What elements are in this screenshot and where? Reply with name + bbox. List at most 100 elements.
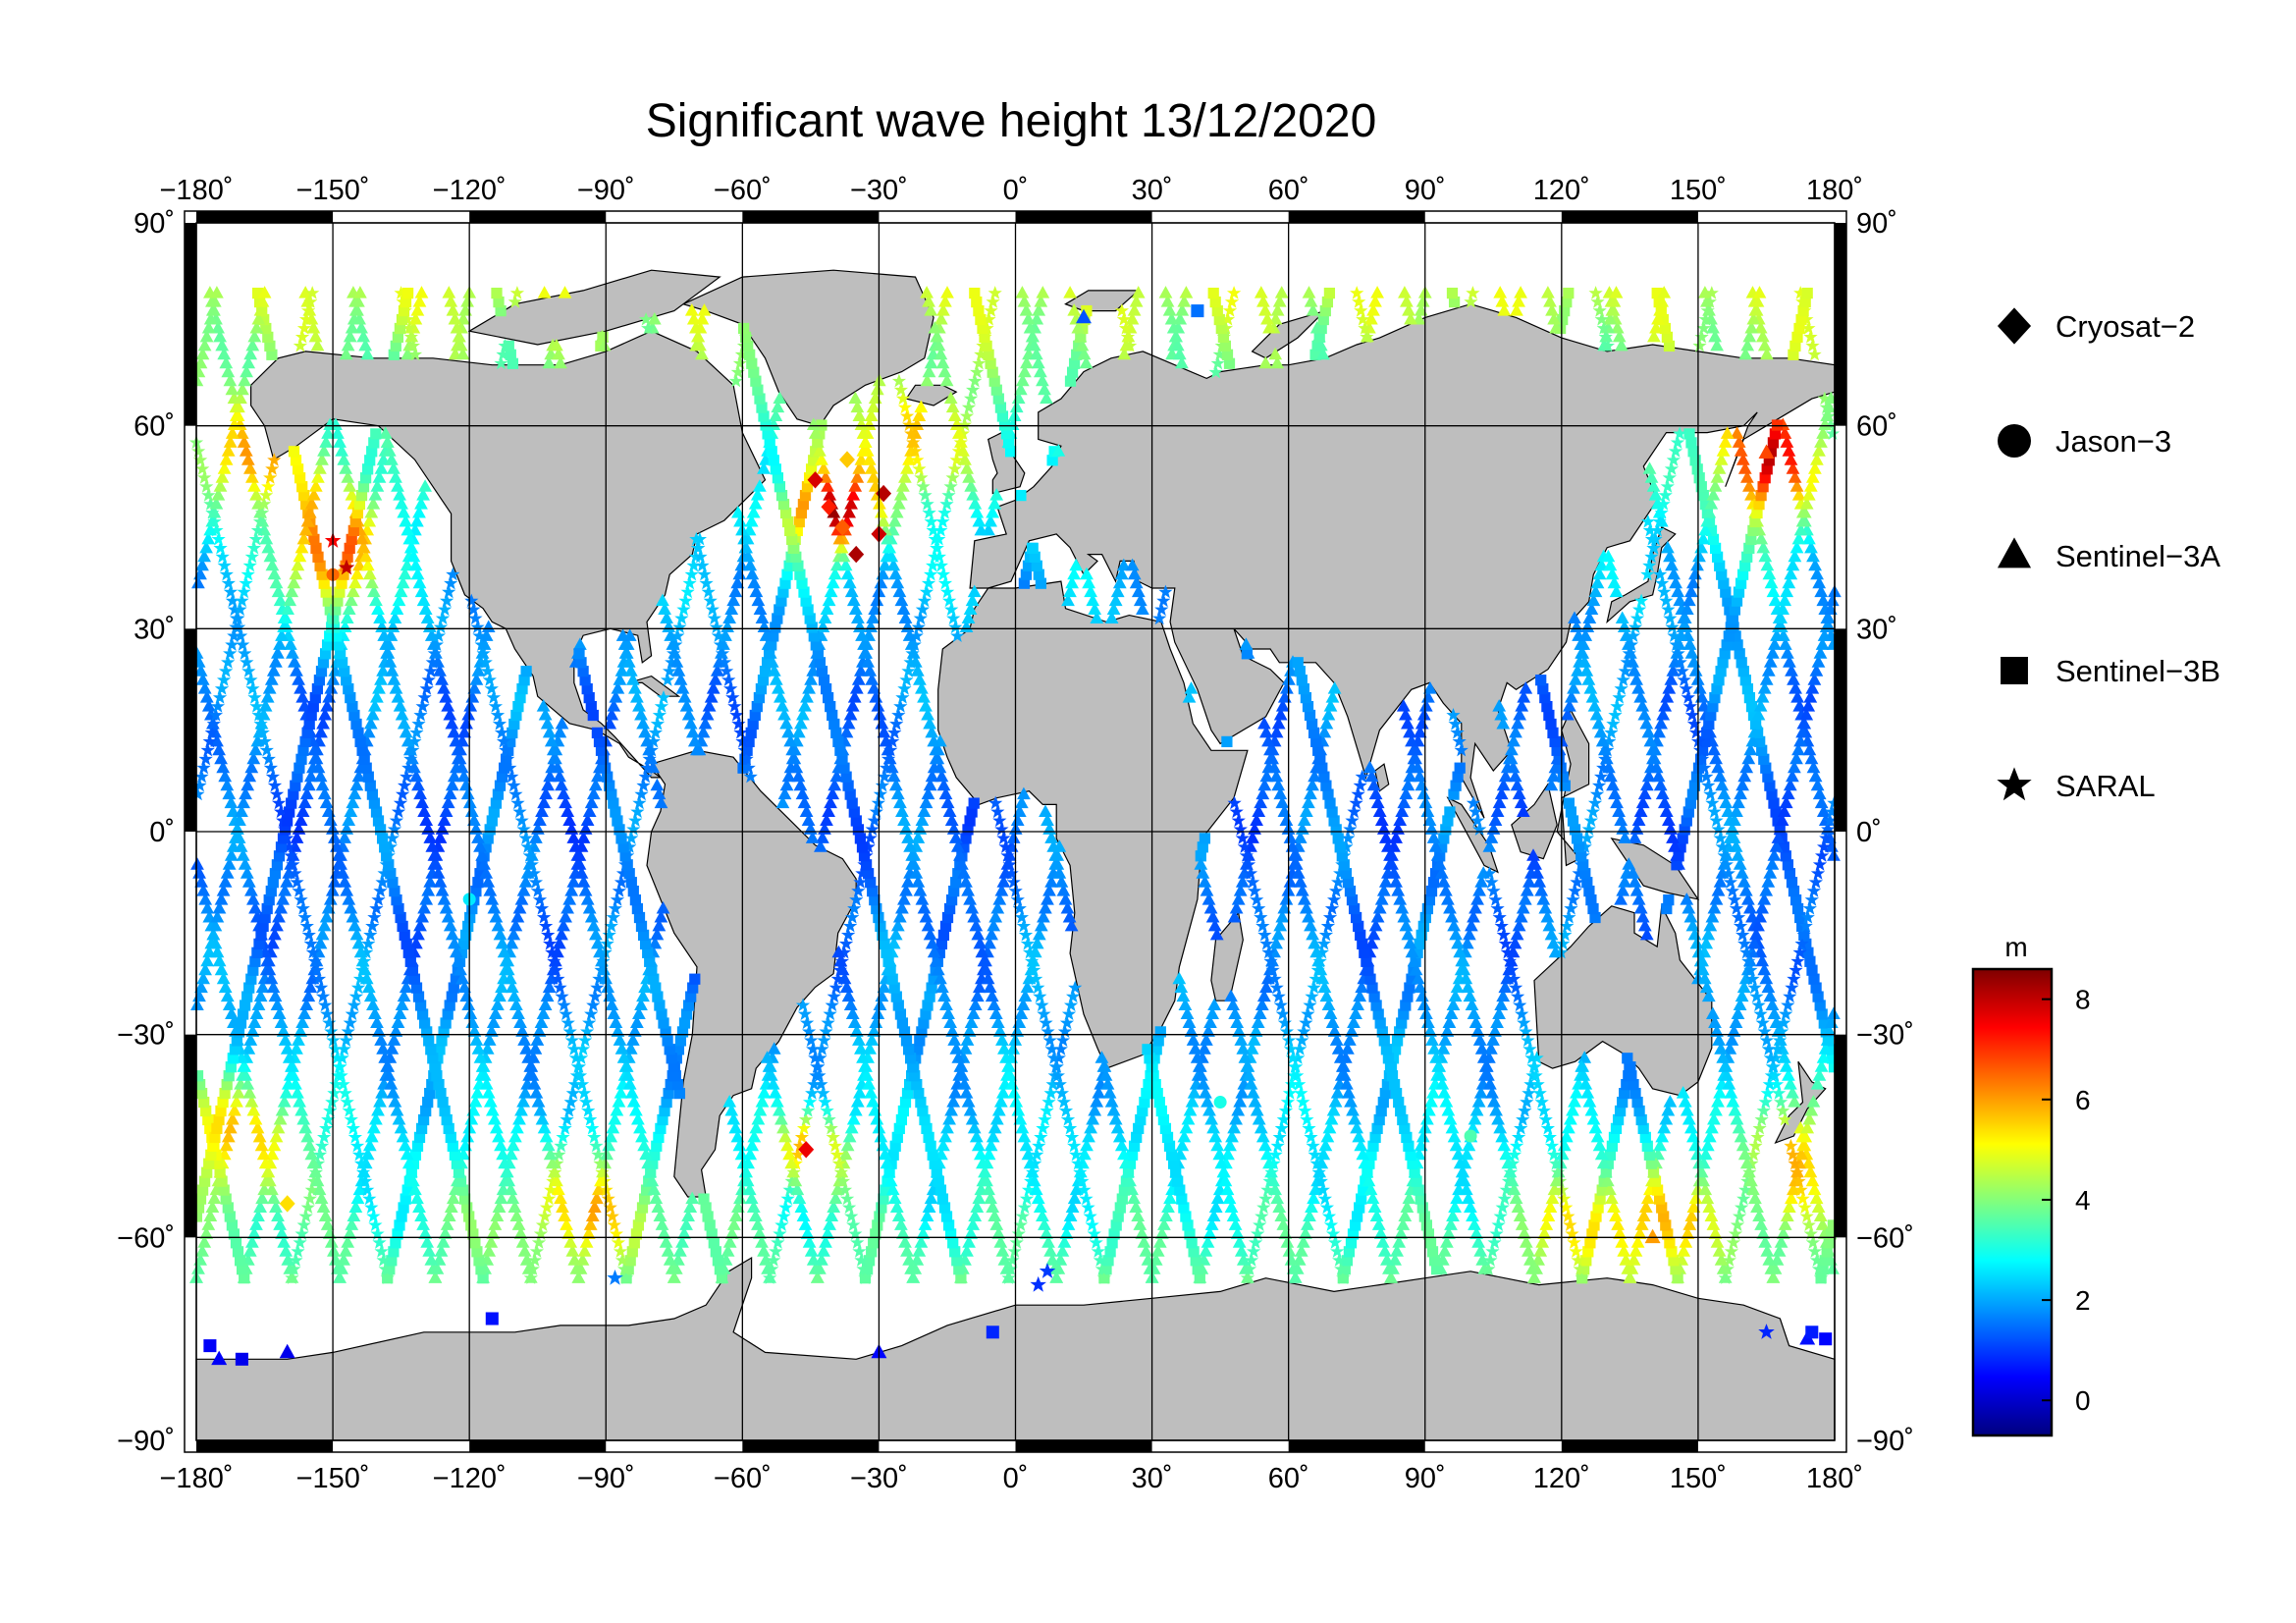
track-marker	[492, 788, 505, 800]
track-marker	[399, 980, 413, 994]
track-marker	[379, 841, 391, 853]
track-marker	[419, 813, 434, 826]
track-marker	[435, 611, 451, 625]
track-marker	[371, 1104, 385, 1116]
track-marker	[350, 718, 362, 730]
track-marker	[1783, 655, 1796, 668]
track-marker	[349, 778, 364, 791]
track-marker	[413, 786, 427, 800]
track-marker	[234, 1255, 246, 1267]
track-marker	[357, 962, 372, 976]
track-marker	[363, 989, 378, 1002]
track-marker	[1693, 472, 1705, 484]
track-marker	[222, 786, 237, 800]
track-marker	[1716, 568, 1728, 580]
track-marker	[437, 893, 452, 905]
track-marker	[400, 1147, 414, 1161]
track-marker	[219, 1138, 234, 1152]
track-marker	[360, 1182, 375, 1197]
track-marker	[1810, 567, 1824, 580]
track-marker	[436, 1035, 448, 1047]
track-marker	[425, 839, 440, 852]
track-marker	[439, 1105, 451, 1117]
track-marker	[558, 1120, 572, 1135]
track-marker	[336, 866, 349, 879]
track-marker	[1765, 998, 1780, 1010]
track-marker	[442, 1008, 454, 1020]
track-marker	[303, 936, 318, 950]
track-marker	[359, 971, 374, 985]
track-marker	[199, 690, 214, 703]
track-marker	[492, 1129, 506, 1143]
track-marker	[605, 708, 619, 721]
track-marker	[442, 1209, 456, 1221]
track-marker	[303, 769, 318, 783]
track-marker	[360, 762, 372, 774]
track-marker	[282, 839, 296, 853]
track-marker	[247, 479, 261, 492]
track-marker	[436, 1235, 451, 1248]
track-marker	[591, 769, 605, 783]
track-marker	[413, 1131, 426, 1144]
track-marker	[456, 1184, 469, 1196]
track-marker	[293, 1095, 306, 1108]
track-marker	[1782, 859, 1794, 871]
track-marker	[614, 664, 629, 676]
track-marker	[516, 884, 531, 896]
track-marker	[586, 786, 601, 800]
track-marker	[262, 962, 277, 976]
track-marker	[237, 1059, 251, 1072]
track-marker	[362, 1191, 377, 1206]
track-marker	[562, 893, 577, 905]
track-marker	[1692, 681, 1707, 694]
track-marker	[429, 857, 444, 870]
track-marker	[540, 989, 555, 1002]
track-marker	[489, 1006, 503, 1019]
track-marker	[1813, 1209, 1828, 1221]
track-marker	[290, 664, 303, 676]
track-marker	[297, 910, 312, 924]
track-marker	[613, 673, 627, 685]
track-marker	[280, 1042, 294, 1055]
track-marker	[542, 980, 557, 994]
track-marker	[1778, 426, 1792, 439]
track-marker	[510, 910, 525, 923]
track-marker	[1715, 778, 1730, 791]
track-marker	[294, 681, 307, 694]
track-marker	[415, 910, 429, 923]
track-marker	[289, 1077, 302, 1090]
track-marker	[245, 1024, 260, 1037]
track-marker	[269, 1200, 283, 1213]
track-marker	[264, 340, 276, 352]
track-marker	[481, 1086, 496, 1099]
track-marker	[212, 742, 226, 756]
track-marker	[1731, 848, 1745, 861]
track-marker	[698, 1193, 710, 1205]
track-marker	[460, 1129, 475, 1143]
track-marker	[314, 1191, 329, 1205]
track-marker	[396, 1129, 410, 1143]
track-marker	[201, 1217, 216, 1230]
track-marker	[265, 1147, 280, 1161]
landmass-sri-lanka	[1374, 763, 1390, 792]
track-marker	[388, 1095, 402, 1108]
track-marker	[284, 637, 297, 650]
track-marker	[266, 349, 278, 360]
track-marker	[240, 866, 254, 879]
track-marker	[531, 1235, 547, 1249]
track-marker	[367, 1120, 381, 1134]
track-marker	[672, 620, 687, 634]
track-marker	[358, 549, 373, 563]
track-marker	[1743, 901, 1757, 914]
track-marker	[202, 1113, 214, 1126]
track-marker	[529, 1244, 545, 1258]
track-marker	[371, 893, 386, 906]
track-marker	[1812, 575, 1827, 589]
track-marker	[422, 1096, 434, 1109]
track-marker	[454, 1175, 467, 1187]
track-marker	[381, 850, 393, 862]
landmass-greenland	[681, 269, 934, 427]
track-marker	[532, 1024, 547, 1037]
track-marker	[560, 1112, 574, 1126]
track-marker	[342, 1104, 356, 1117]
